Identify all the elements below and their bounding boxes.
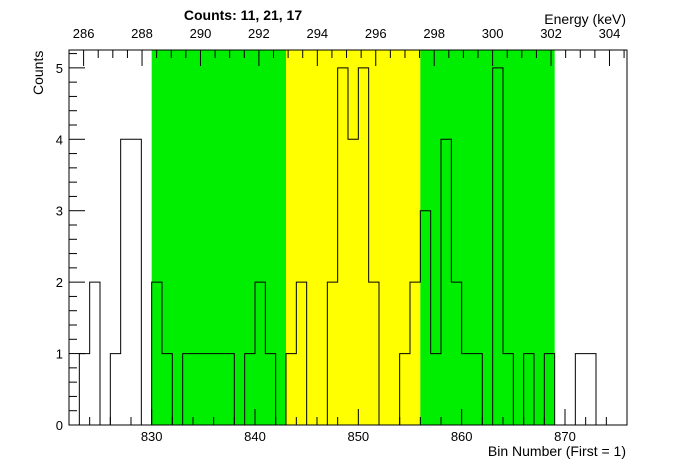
plot-frame — [68, 49, 628, 426]
top-tick-label: 298 — [423, 26, 445, 41]
y-tick-label: 0 — [56, 418, 63, 433]
x-tick-label: 850 — [347, 429, 369, 444]
y-tick-label: 5 — [56, 61, 63, 76]
left-axis: 0 1 2 3 4 5 — [56, 53, 85, 433]
chart-title: Counts: 11, 21, 17 — [184, 7, 302, 23]
x-tick-label: 870 — [554, 429, 576, 444]
top-tick-label: 288 — [131, 26, 153, 41]
top-axis-label: Energy (keV) — [544, 11, 626, 27]
x-tick-label: 860 — [451, 429, 473, 444]
top-tick-label: 290 — [190, 26, 212, 41]
histogram-line — [78, 67, 597, 426]
region-3 — [420, 50, 555, 425]
top-tick-label: 294 — [306, 26, 328, 41]
y-axis-label: Counts — [30, 51, 46, 95]
x-axis-label: Bin Number (First = 1) — [488, 443, 626, 459]
y-tick-label: 2 — [56, 275, 63, 290]
top-tick-label: 304 — [599, 26, 621, 41]
bottom-axis: 830 840 850 860 870 — [68, 409, 628, 444]
y-tick-label: 4 — [56, 132, 63, 147]
top-axis: 286 288 290 292 294 296 298 300 302 304 — [68, 26, 625, 66]
x-tick-label: 830 — [141, 429, 163, 444]
top-tick-label: 296 — [365, 26, 387, 41]
highlight-regions — [151, 50, 555, 425]
region-2 — [286, 50, 421, 425]
top-tick-label: 286 — [73, 26, 95, 41]
y-tick-label: 3 — [56, 204, 63, 219]
region-1 — [151, 50, 286, 425]
top-tick-label: 302 — [540, 26, 562, 41]
x-tick-label: 840 — [244, 429, 266, 444]
top-tick-label: 300 — [482, 26, 504, 41]
y-tick-label: 1 — [56, 347, 63, 362]
top-tick-label: 292 — [248, 26, 270, 41]
